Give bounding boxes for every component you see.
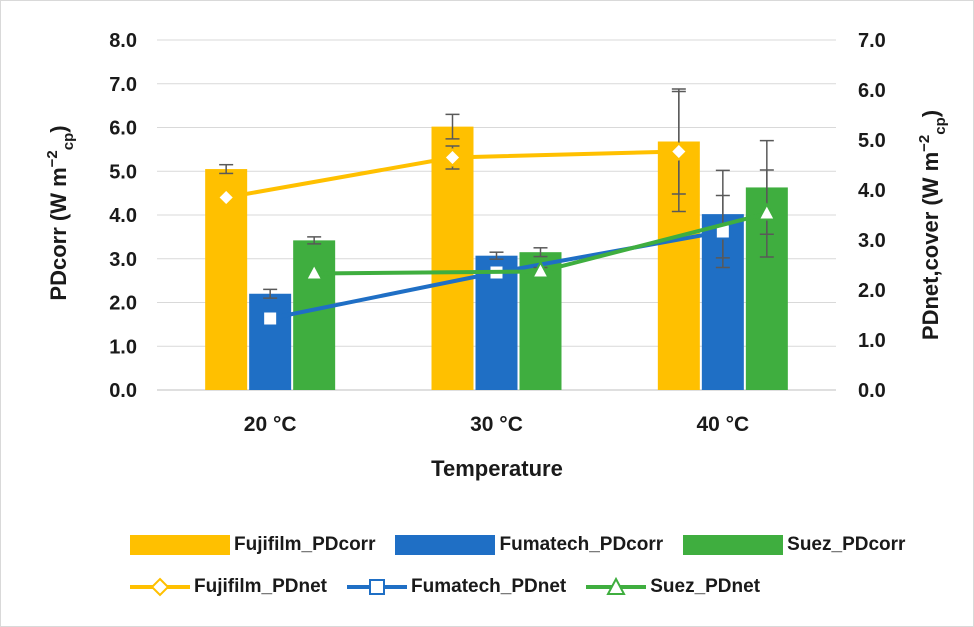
- y2-axis-ticks: 0.0 1.0 2.0 3.0 4.0 5.0 6.0 7.0: [858, 30, 886, 402]
- legend-marker-fujifilm-pdnet: [130, 576, 190, 598]
- line-point: [304, 262, 324, 281]
- legend-label-fujifilm-pdcorr: Fujifilm_PDcorr: [234, 534, 376, 555]
- y2-tick-label: 6.0: [858, 80, 886, 102]
- line-point: [216, 188, 236, 207]
- x-tick-label: 20 °C: [244, 413, 297, 436]
- x-tick-label: 40 °C: [696, 413, 749, 436]
- bar: [431, 126, 474, 390]
- legend-label-suez-pdcorr: Suez_PDcorr: [787, 534, 906, 555]
- bar: [249, 293, 292, 390]
- y-axis-label: PDcorr (W m−2cp): [44, 125, 77, 300]
- y-tick-label: 6.0: [109, 118, 137, 140]
- line-point: [530, 260, 551, 279]
- x-axis-label: Temperature: [431, 456, 563, 481]
- legend-label-fumatech-pdcorr: Fumatech_PDcorr: [499, 534, 664, 555]
- y-tick-label: 7.0: [109, 74, 137, 96]
- y-axis-ticks: 0.0 1.0 2.0 3.0 4.0 5.0 6.0 7.0 8.0: [109, 30, 137, 402]
- legend: Fujifilm_PDcorr Fumatech_PDcorr Suez_PDc…: [130, 528, 910, 612]
- legend-label-fumatech-pdnet: Fumatech_PDnet: [411, 576, 567, 597]
- y-tick-label: 3.0: [109, 249, 137, 271]
- line-point: [443, 148, 462, 167]
- y2-tick-label: 2.0: [858, 280, 886, 302]
- y-tick-label: 8.0: [109, 30, 137, 52]
- legend-label-suez-pdnet: Suez_PDnet: [650, 576, 761, 597]
- x-axis-ticks: 20 °C 30 °C 40 °C: [244, 413, 749, 436]
- legend-marker-fumatech-pdnet: [347, 576, 408, 598]
- legend-swatch-fumatech-pdcorr: [395, 535, 496, 555]
- legend-swatch-fujifilm-pdcorr: [130, 535, 230, 555]
- line-point: [669, 142, 689, 161]
- x-tick-label: 30 °C: [470, 413, 523, 436]
- line-point: [757, 202, 777, 221]
- y2-tick-label: 0.0: [858, 380, 886, 402]
- legend-item-suez-pdnet: Suez_PDnet: [586, 576, 760, 598]
- y2-axis-label: PDnet,cover (W m−2cp): [916, 110, 949, 340]
- y2-tick-label: 5.0: [858, 130, 886, 152]
- y-tick-label: 5.0: [109, 161, 137, 183]
- y-tick-label: 1.0: [109, 336, 137, 358]
- y2-tick-label: 4.0: [858, 180, 886, 202]
- legend-item-fujifilm-pdcorr: Fujifilm_PDcorr: [130, 534, 375, 556]
- legend-swatch-suez-pdcorr: [683, 535, 784, 555]
- y-tick-label: 4.0: [109, 205, 137, 227]
- legend-label-fujifilm-pdnet: Fujifilm_PDnet: [194, 576, 328, 597]
- legend-marker-suez-pdnet: [586, 576, 647, 598]
- y2-tick-label: 7.0: [858, 30, 886, 52]
- y-tick-label: 2.0: [109, 293, 137, 315]
- y2-tick-label: 3.0: [858, 230, 886, 252]
- legend-item-fumatech-pdcorr: Fumatech_PDcorr: [395, 534, 663, 556]
- legend-item-fumatech-pdnet: Fumatech_PDnet: [347, 576, 566, 598]
- legend-item-fujifilm-pdnet: Fujifilm_PDnet: [130, 576, 327, 598]
- y2-tick-label: 1.0: [858, 330, 886, 352]
- line-series: [216, 90, 777, 327]
- legend-row-bars: Fujifilm_PDcorr Fumatech_PDcorr Suez_PDc…: [130, 528, 910, 562]
- y-tick-label: 0.0: [109, 380, 137, 402]
- legend-row-lines: Fujifilm_PDnet Fumatech_PDnet Suez_PDnet: [130, 570, 910, 604]
- legend-item-suez-pdcorr: Suez_PDcorr: [683, 534, 905, 556]
- line-point: [262, 310, 279, 327]
